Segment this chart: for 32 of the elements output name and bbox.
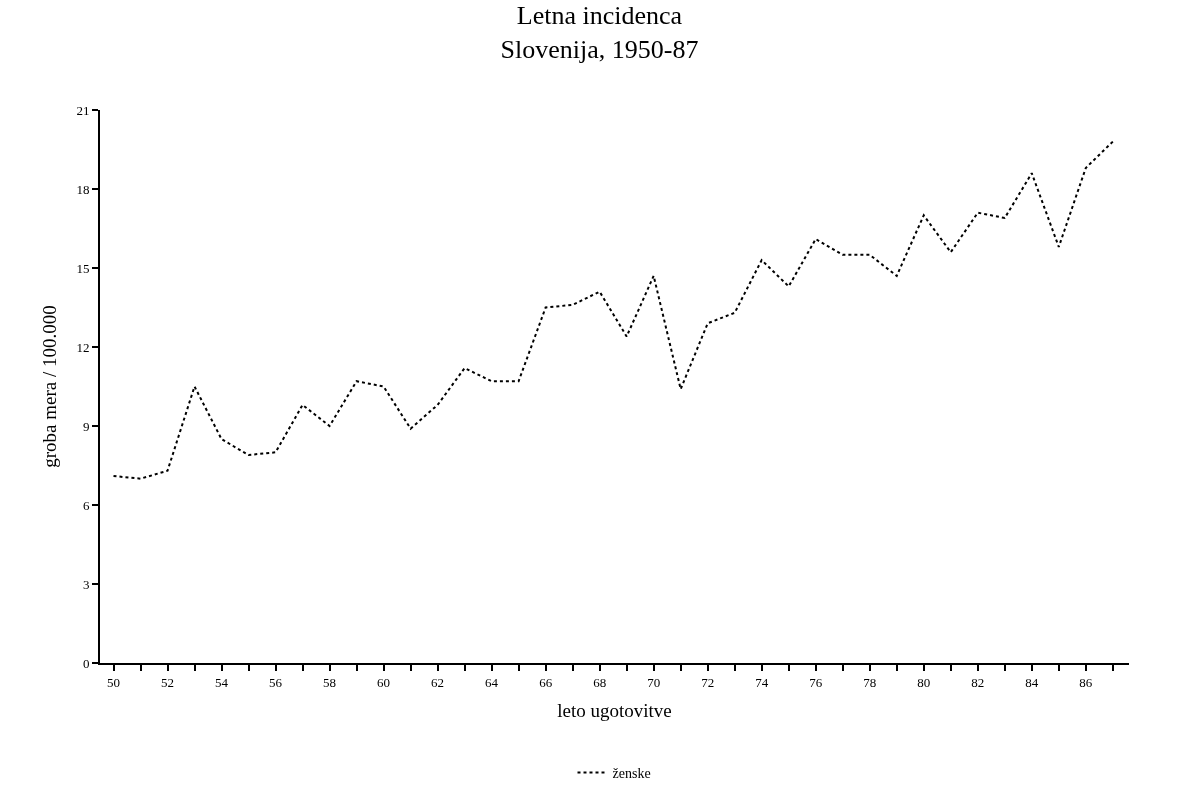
x-tick-label: 64 <box>485 674 499 690</box>
y-tick-label: 15 <box>76 260 90 276</box>
x-tick-label: 68 <box>593 674 607 690</box>
x-tick-label: 86 <box>1079 674 1093 690</box>
x-tick-label: 60 <box>377 674 391 690</box>
legend-label: ženske <box>612 766 651 782</box>
x-tick-label: 76 <box>809 674 823 690</box>
x-tick-label: 62 <box>431 674 445 690</box>
x-tick-label: 82 <box>971 674 985 690</box>
x-tick-label: 72 <box>701 674 715 690</box>
x-tick-label: 54 <box>215 674 229 690</box>
x-axis-title: leto ugotovitve <box>557 699 672 721</box>
x-tick-label: 58 <box>323 674 337 690</box>
x-tick-label: 80 <box>917 674 931 690</box>
x-tick-label: 74 <box>755 674 769 690</box>
x-tick-label: 70 <box>647 674 661 690</box>
y-tick-label: 12 <box>76 339 90 355</box>
chart-title: Letna incidenca Slovenija, 1950-87 <box>500 1 699 64</box>
x-tick-label: 84 <box>1025 674 1039 690</box>
y-tick-label: 6 <box>82 497 90 513</box>
x-tick-label: 52 <box>161 674 175 690</box>
y-tick-label: 21 <box>76 102 90 118</box>
x-tick-label: 78 <box>863 674 877 690</box>
y-tick-label: 3 <box>82 576 90 592</box>
x-tick-label: 66 <box>539 674 553 690</box>
y-axis-title: groba mera / 100.000 <box>38 305 60 468</box>
y-tick-label: 0 <box>82 655 90 671</box>
line-series <box>112 140 1114 480</box>
y-tick-label: 9 <box>82 418 90 434</box>
x-tick-label: 56 <box>269 674 283 690</box>
y-tick-label: 18 <box>76 181 90 197</box>
x-tick-label: 50 <box>107 674 120 690</box>
